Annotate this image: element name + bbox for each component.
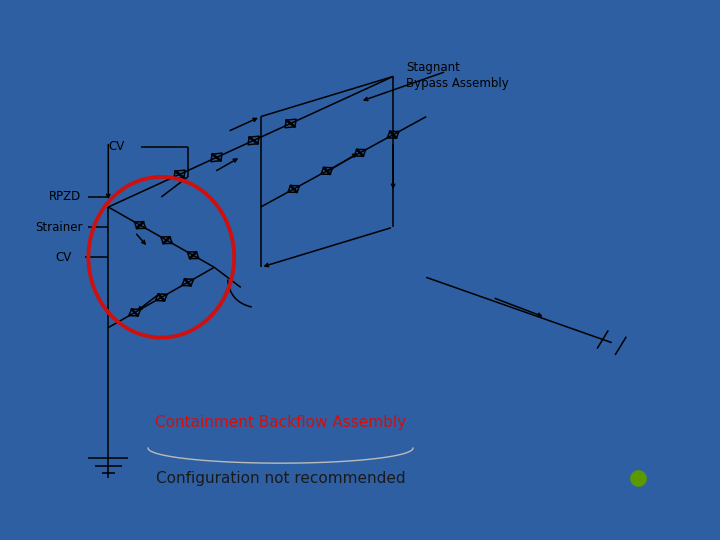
Text: Containment Backflow Assembly: Containment Backflow Assembly: [155, 415, 406, 430]
Text: CV: CV: [55, 251, 71, 264]
Text: Configuration not recommended: Configuration not recommended: [156, 471, 405, 485]
Text: Strainer: Strainer: [35, 221, 83, 234]
Text: RPZD: RPZD: [49, 191, 81, 204]
Text: CV: CV: [108, 140, 125, 153]
Text: Stagnant
Bypass Assembly: Stagnant Bypass Assembly: [406, 62, 509, 90]
